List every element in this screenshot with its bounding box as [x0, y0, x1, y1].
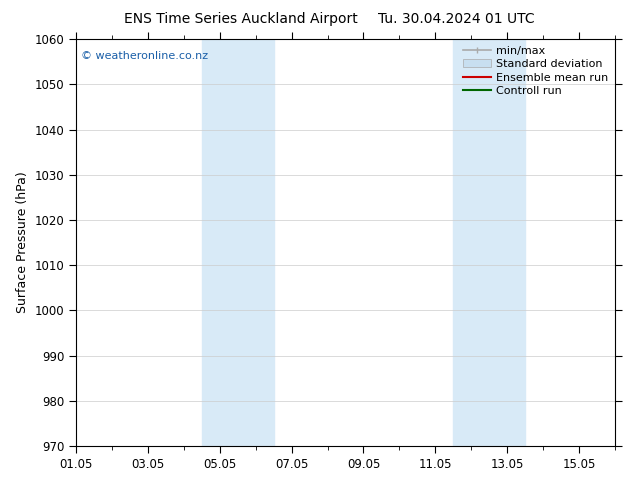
Bar — [202, 39, 274, 446]
Text: © weatheronline.co.nz: © weatheronline.co.nz — [81, 51, 209, 61]
Legend: min/max, Standard deviation, Ensemble mean run, Controll run: min/max, Standard deviation, Ensemble me… — [458, 42, 612, 100]
Text: Tu. 30.04.2024 01 UTC: Tu. 30.04.2024 01 UTC — [378, 12, 535, 26]
Text: ENS Time Series Auckland Airport: ENS Time Series Auckland Airport — [124, 12, 358, 26]
Y-axis label: Surface Pressure (hPa): Surface Pressure (hPa) — [16, 172, 29, 314]
Bar — [453, 39, 525, 446]
